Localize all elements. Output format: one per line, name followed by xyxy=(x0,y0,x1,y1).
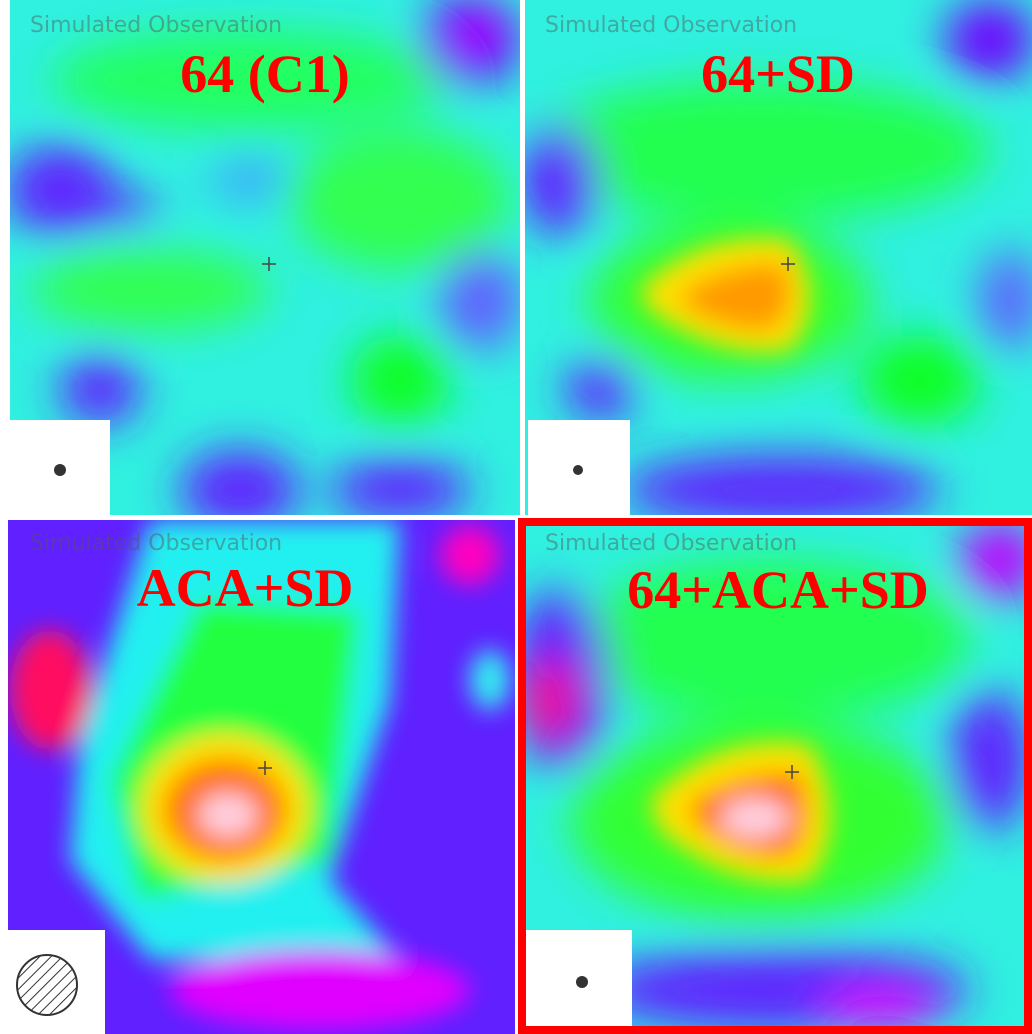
panel-64-c1: Simulated Observation 64 (C1) xyxy=(5,0,520,530)
panel-64-sd: Simulated Observation 64+SD xyxy=(520,0,1032,525)
panel-64-aca-sd: Simulated Observation 64+ACA+SD xyxy=(510,518,1032,1034)
panel-aca-sd: Simulated Observation ACA+SD xyxy=(8,520,515,1034)
figure: Simulated Observation 64 (C1) Simulated … xyxy=(0,0,1032,1034)
panel-caption: Simulated Observation xyxy=(545,13,797,38)
panel-caption: Simulated Observation xyxy=(545,531,797,556)
panel-label: 64+ACA+SD xyxy=(627,560,929,620)
panel-label: 64+SD xyxy=(701,44,855,104)
panel-caption: Simulated Observation xyxy=(30,13,282,38)
panel-label: 64 (C1) xyxy=(180,44,349,104)
panel-label: ACA+SD xyxy=(137,558,354,618)
panel-caption: Simulated Observation xyxy=(30,531,282,556)
